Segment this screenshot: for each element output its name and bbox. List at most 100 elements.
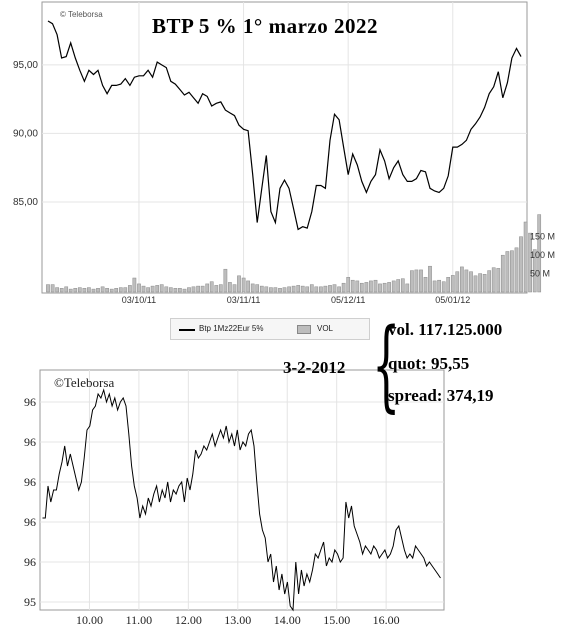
volume-bar xyxy=(500,254,505,293)
volume-bar xyxy=(178,288,182,293)
top-y-tick-label: 95,00 xyxy=(13,60,38,71)
volume-bar xyxy=(59,288,64,293)
volume-bar xyxy=(432,280,437,293)
volume-bar xyxy=(296,285,301,293)
volume-bar xyxy=(519,236,523,293)
volume-bar xyxy=(218,284,223,293)
volume-bar xyxy=(373,279,378,293)
volume-bar xyxy=(237,275,241,293)
volume-bar xyxy=(118,287,123,293)
bottom-x-tick-label: 13.00 xyxy=(224,613,251,627)
volume-bar xyxy=(209,281,214,293)
legend-line-label: Btp 1Mz22Eur 5% xyxy=(199,324,264,333)
volume-bar xyxy=(278,288,282,293)
volume-bar xyxy=(259,285,264,293)
volume-bar xyxy=(400,278,405,293)
volume-bar xyxy=(305,286,310,293)
volume-bar xyxy=(87,287,91,293)
bottom-y-tick-label: 96 xyxy=(24,435,36,449)
volume-bar xyxy=(346,277,351,293)
bottom-x-tick-label: 11.00 xyxy=(126,613,153,627)
bottom-x-tick-label: 10.00 xyxy=(76,613,103,627)
volume-bar xyxy=(328,285,332,293)
volume-bar xyxy=(359,282,364,293)
volume-bar xyxy=(64,286,69,293)
volume-bar xyxy=(441,281,446,293)
volume-bar xyxy=(423,277,428,293)
volume-bar xyxy=(146,287,150,293)
volume-bar xyxy=(319,286,323,293)
volume-bar xyxy=(191,286,196,293)
volume-bar xyxy=(332,284,337,293)
legend-line-swatch xyxy=(179,329,195,331)
volume-bar xyxy=(514,247,519,293)
bottom-x-tick-label: 15.00 xyxy=(323,613,350,627)
volume-bar xyxy=(282,287,287,293)
top-y-tick-label: 85,00 xyxy=(13,197,38,208)
volume-bar xyxy=(232,284,237,293)
volume-bar xyxy=(510,250,514,293)
bottom-plot-area xyxy=(39,369,445,611)
volume-bar xyxy=(246,280,250,293)
annotation-quote: quot: 95,55 xyxy=(388,354,470,373)
volume-bar xyxy=(291,285,296,293)
annotation-spread: spread: 374,19 xyxy=(388,386,494,405)
intraday-price-line xyxy=(42,388,441,612)
volume-bar xyxy=(309,284,314,293)
bottom-y-tick-label: 95 xyxy=(24,595,36,609)
btp-daily-chart: 95,00 90,00 85,00 03/10/11 03/11/11 05/12/11… xyxy=(13,1,555,305)
top-x-tick-label: 03/11/11 xyxy=(227,295,261,305)
volume-bar xyxy=(341,282,346,293)
volume-bar xyxy=(100,286,105,293)
volume-bar xyxy=(478,273,482,293)
bottom-x-tick-label: 12.00 xyxy=(175,613,202,627)
volume-bar xyxy=(528,232,532,293)
volume-bar xyxy=(405,283,410,293)
volume-bar xyxy=(437,279,441,293)
annotation-date: 3-2-2012 xyxy=(283,358,346,377)
volume-bar xyxy=(164,286,169,293)
bottom-y-tick-label: 96 xyxy=(24,475,36,489)
volume-bar xyxy=(419,269,423,293)
volume-bar xyxy=(382,282,387,293)
volume-bar xyxy=(378,283,382,293)
volume-bar xyxy=(469,271,473,293)
volume-bar xyxy=(77,287,82,293)
volume-bar xyxy=(137,283,141,293)
volume-bar xyxy=(128,285,132,293)
legend-volume-label: VOL xyxy=(317,324,334,333)
volume-bar xyxy=(214,285,219,293)
volume-bar xyxy=(450,275,455,293)
volume-bar xyxy=(46,284,50,293)
volume-bar xyxy=(205,283,210,293)
annotation-volume: vol. 117.125.000 xyxy=(388,320,503,339)
volume-bar xyxy=(487,270,492,293)
volume-bar xyxy=(223,268,228,293)
top-y-tick-label: 90,00 xyxy=(13,128,38,139)
volume-bar xyxy=(132,277,137,293)
volume-bar xyxy=(68,288,73,293)
volume-bar xyxy=(496,268,501,293)
volume-bar xyxy=(300,285,305,293)
teleborsa-watermark-top: © Teleborsa xyxy=(60,10,103,19)
volume-bar xyxy=(264,286,269,293)
volume-tick-label: 150 M xyxy=(530,232,555,242)
volume-bar xyxy=(273,287,278,293)
volume-bar xyxy=(414,269,419,293)
volume-bar xyxy=(387,282,391,293)
bottom-y-tick-label: 96 xyxy=(24,395,36,409)
volume-bar xyxy=(82,288,87,293)
volume-bar xyxy=(314,286,319,293)
volume-bar xyxy=(364,282,369,293)
volume-bar xyxy=(114,288,119,293)
volume-tick-label: 100 M xyxy=(530,250,555,260)
volume-bar xyxy=(464,269,469,293)
volume-bar xyxy=(532,249,537,293)
volume-bar xyxy=(155,285,160,293)
volume-bar xyxy=(250,283,255,293)
volume-bar xyxy=(369,280,373,293)
chart-title: BTP 5 % 1° marzo 2022 xyxy=(152,14,378,38)
volume-bar xyxy=(446,277,451,293)
bottom-x-tick-label: 16.00 xyxy=(373,613,400,627)
